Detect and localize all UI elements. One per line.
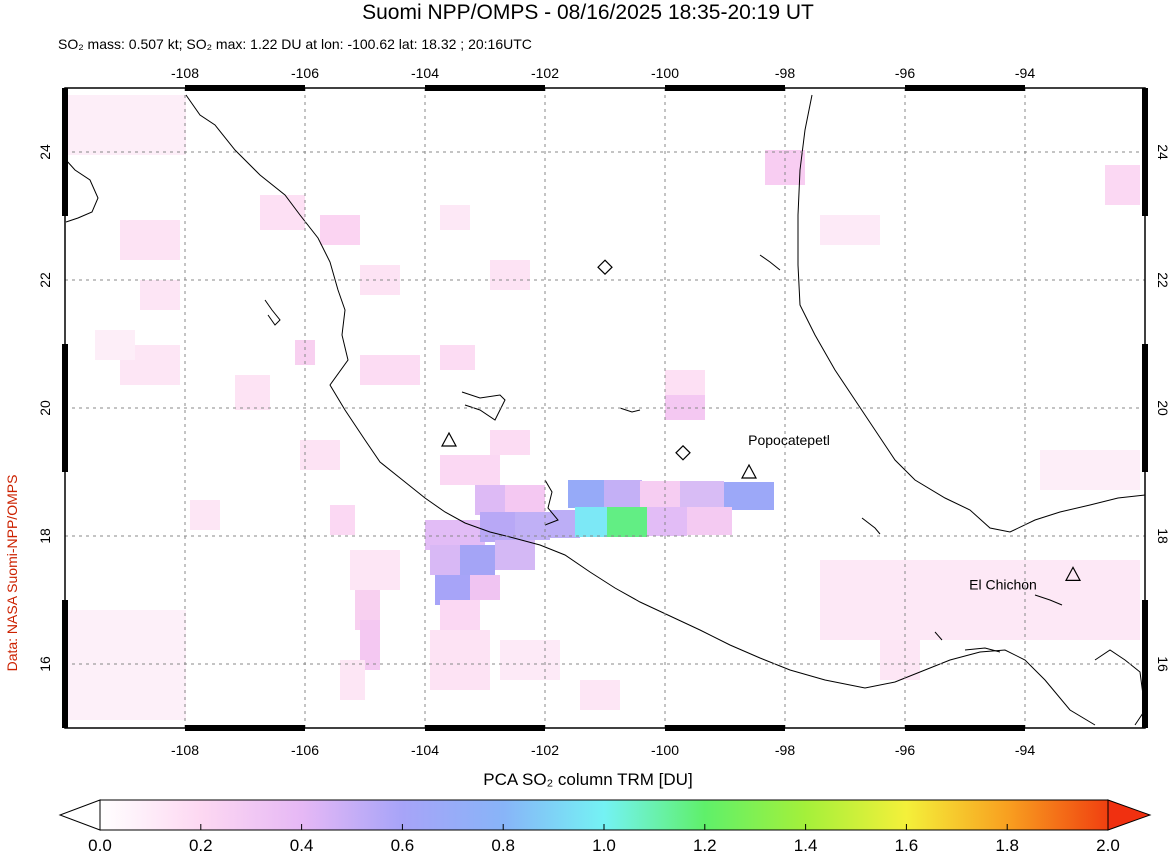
frame-bar [1142,344,1148,472]
volcano-triangle-icon [1064,566,1082,582]
volcano-diamond-icon [597,259,613,276]
longitude-tick-label: -96 [895,65,915,81]
map-title: Suomi NPP/OMPS - 08/16/2025 18:35-20:19 … [362,1,814,24]
volcano-markers: Popocatepetl El Chichon [440,259,1082,592]
colorbar-title: PCA SO₂ column TRM [DU] [483,770,693,789]
longitude-tick-label: -100 [651,742,679,758]
frame-bar [425,85,545,91]
volcano-triangle-icon [440,431,458,447]
longitude-tick-label: -108 [171,65,199,81]
longitude-tick-label: -98 [775,65,795,81]
colorbar-tick-label: 1.8 [995,836,1020,855]
top-longitude-labels: -108 -106 -104 -102 -100 -98 -96 -94 [171,65,1035,81]
so2-pixel-layer [66,95,1140,720]
colorbar-over-arrow [1107,799,1152,831]
frame-bar [185,85,305,91]
yucatan-coastline [1094,649,1146,726]
longitude-tick-label: -94 [1015,742,1035,758]
latitude-tick-label: 24 [1155,144,1171,160]
volcano-triangle-icon [740,463,758,479]
frame-bar [425,725,545,731]
bottom-longitude-labels: -108 -106 -104 -102 -100 -98 -96 -94 [171,742,1035,758]
latitude-tick-label: 22 [37,272,53,288]
volcano-label: Popocatepetl [748,432,830,448]
colorbar-under-arrow [58,799,101,831]
longitude-tick-label: -98 [775,742,795,758]
frame-bar [62,88,68,216]
volcano-diamond-icon [675,444,691,461]
longitude-tick-label: -104 [411,742,439,758]
colorbar-tick-label: 1.6 [894,836,919,855]
volcano-label: El Chichon [969,576,1037,592]
left-latitude-labels: 16 18 20 22 24 [37,144,53,672]
frame-bar [62,344,68,472]
colorbar-tick-label: 2.0 [1096,836,1120,855]
colorbar-tick-label: 0.4 [289,836,314,855]
colorbar-tick-label: 1.0 [592,836,616,855]
lakes [264,254,1063,653]
latitude-tick-label: 16 [37,656,53,672]
frame-bar [905,85,1025,91]
latitude-tick-label: 18 [1155,528,1171,544]
longitude-tick-label: -100 [651,65,679,81]
latitude-tick-label: 16 [1155,656,1171,672]
colorbar-ticks [99,824,1109,830]
frame-bar [185,725,305,731]
colorbar-tick-label: 0.2 [188,836,213,855]
pacific-coastline [185,94,1096,726]
frame-bar [1142,600,1148,728]
colorbar-tick-label: 1.4 [793,836,818,855]
colorbar-tick-label: 0.0 [88,836,112,855]
latitude-tick-label: 24 [37,144,53,160]
coastline-layer [65,94,1146,726]
longitude-tick-label: -106 [291,65,319,81]
frame-bar [62,600,68,728]
frame-bar [905,725,1025,731]
frame-bar [1142,88,1148,216]
latitude-tick-label: 18 [37,528,53,544]
longitude-tick-label: -102 [531,742,559,758]
frame-tick-bars [62,85,1148,731]
longitude-tick-label: -106 [291,742,319,758]
graticule [65,88,1145,728]
frame-bar [665,85,785,91]
frame-bar [665,725,785,731]
baja-coastline [65,159,99,223]
gulf-coastline [797,94,1146,533]
colorbar-tick-label: 0.6 [390,836,415,855]
longitude-tick-label: -102 [531,65,559,81]
right-latitude-labels: 16 18 20 22 24 [1155,144,1171,672]
latitude-tick-label: 20 [1155,400,1171,416]
so2-mass-summary: SO₂ mass: 0.507 kt; SO₂ max: 1.22 DU at … [58,36,532,52]
longitude-tick-label: -96 [895,742,915,758]
colorbar-tick-label: 0.8 [491,836,516,855]
colorbar-tick-label: 1.2 [692,836,717,855]
latitude-tick-label: 22 [1155,272,1171,288]
longitude-tick-label: -108 [171,742,199,758]
latitude-tick-label: 20 [37,400,53,416]
longitude-tick-label: -104 [411,65,439,81]
longitude-tick-label: -94 [1015,65,1035,81]
